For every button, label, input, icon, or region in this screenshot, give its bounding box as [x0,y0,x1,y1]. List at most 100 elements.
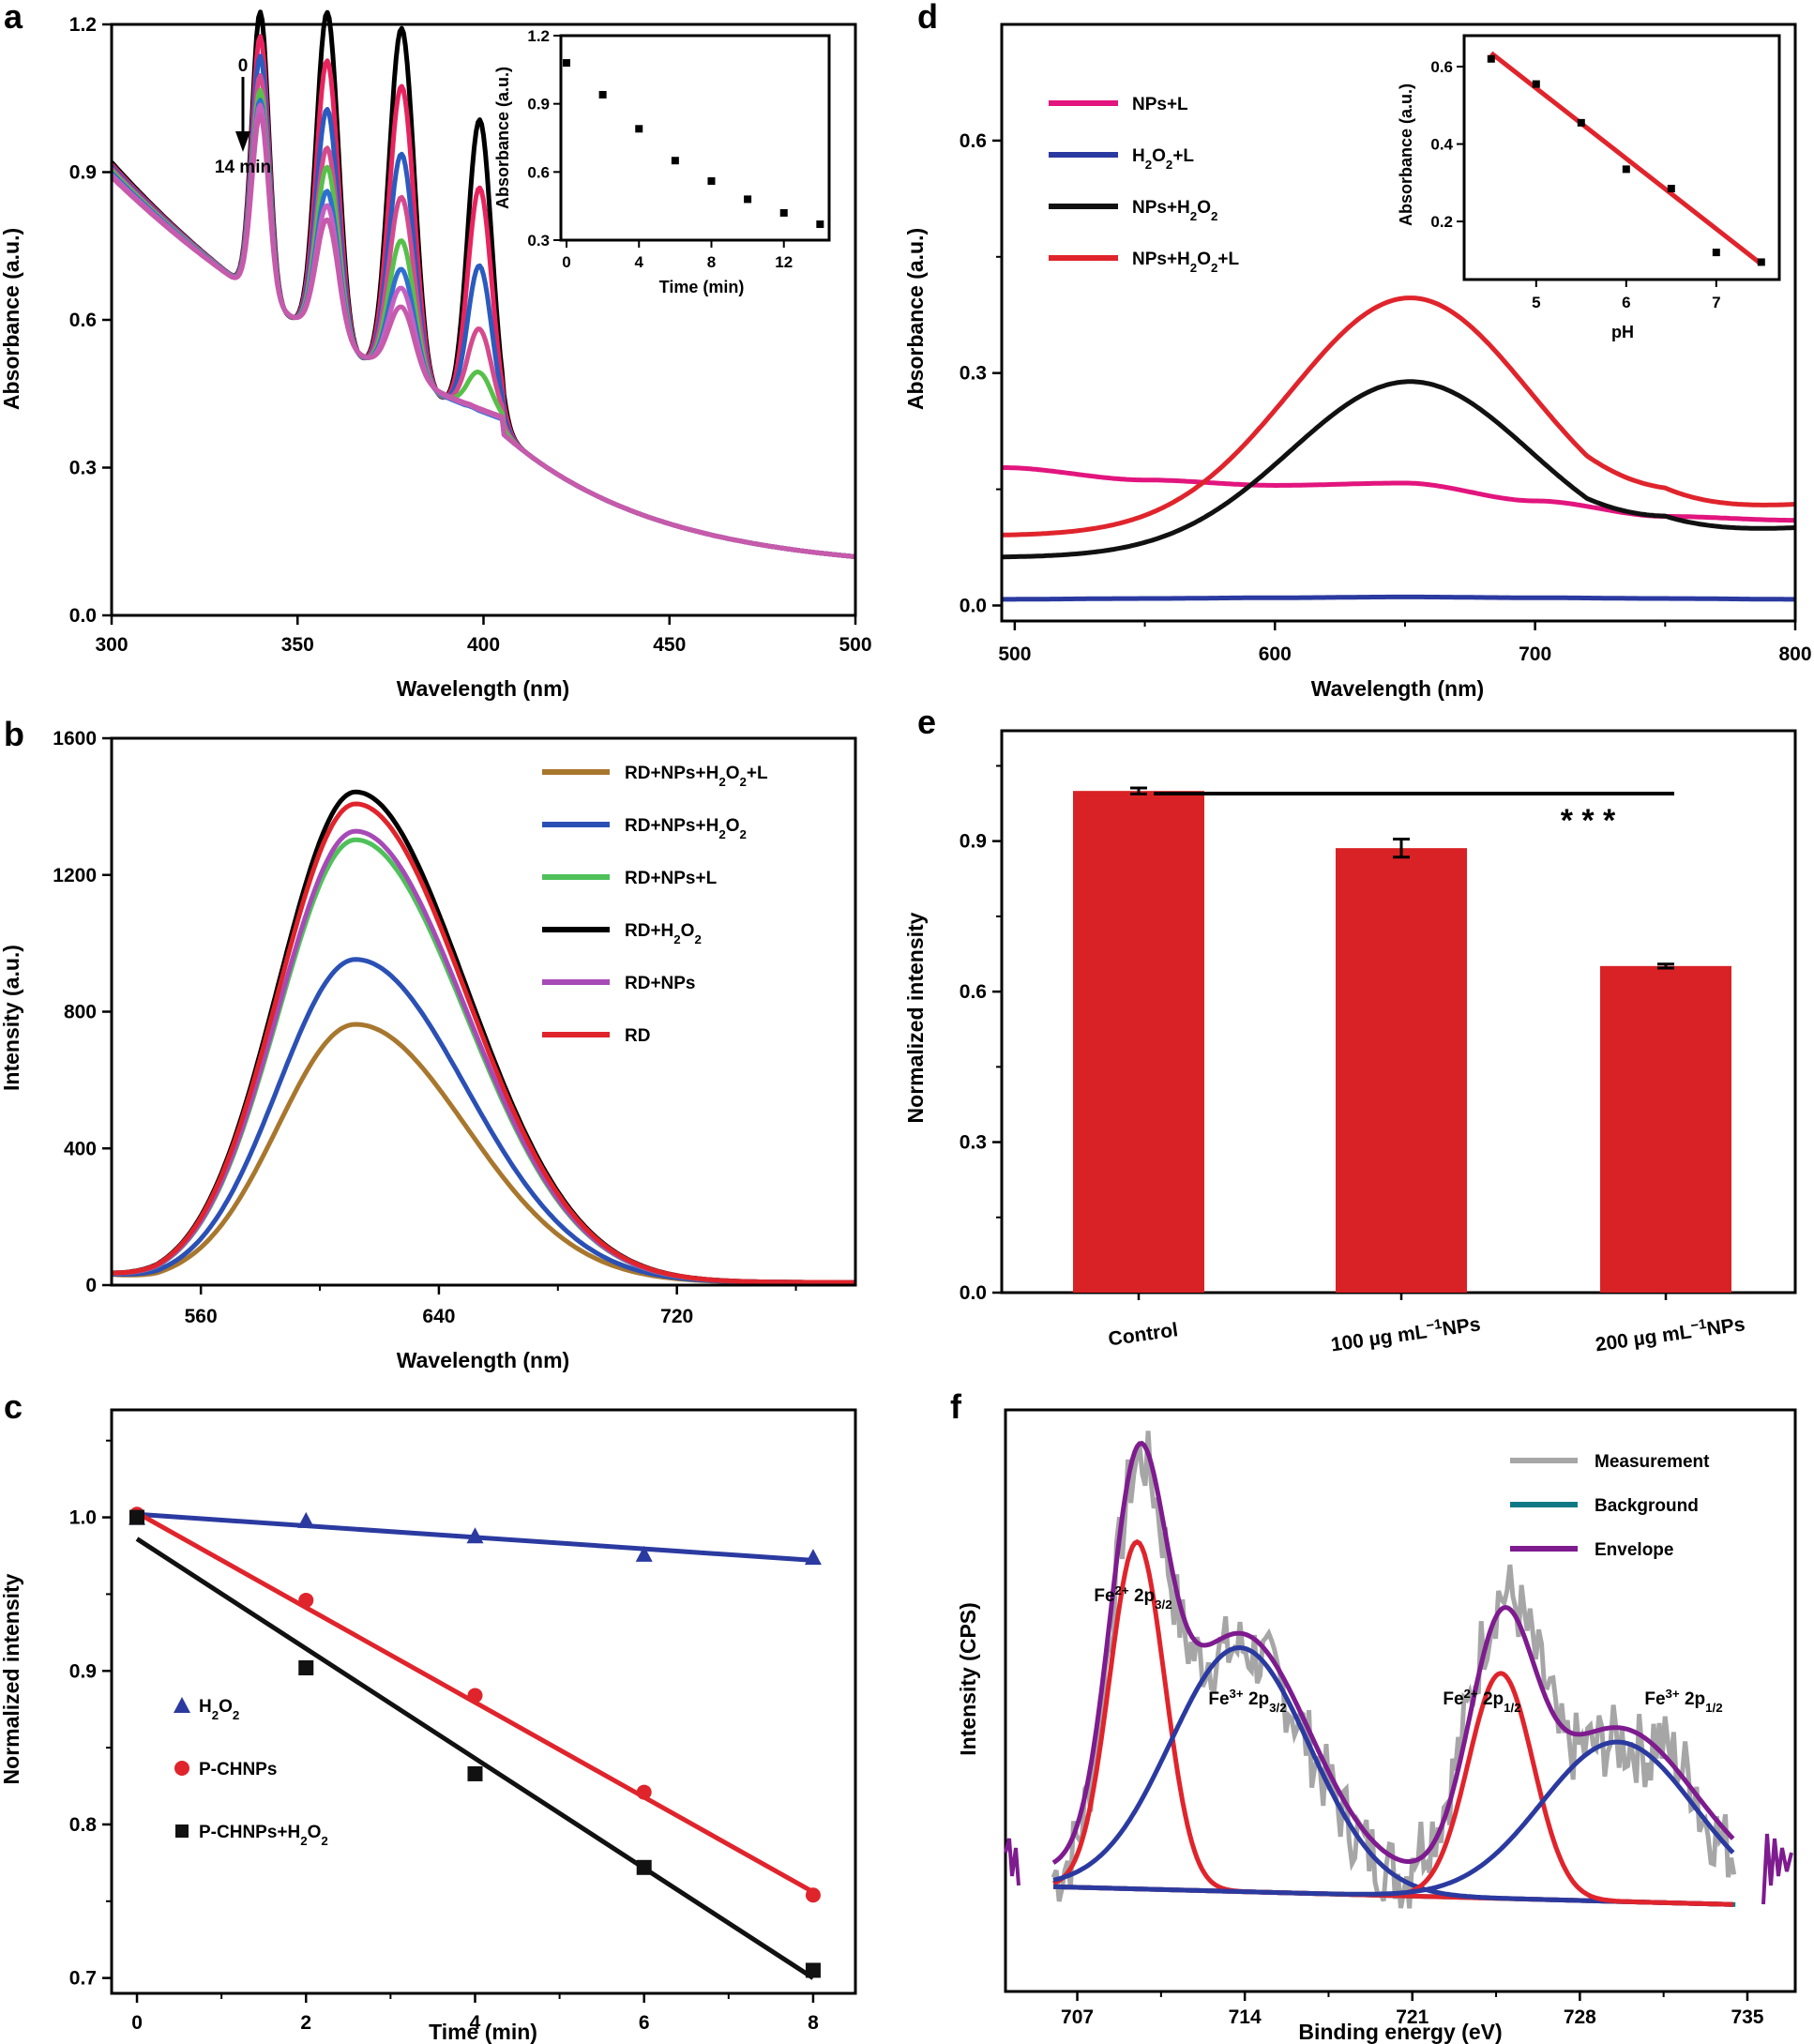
panel-d-ytick-label-1: 0.3 [960,363,987,385]
panel-c-legend: H2O2 P-CHNPs P-CHNPs+H2O2 [174,1697,328,1848]
panel-b-ytick-label-1: 400 [64,1138,97,1159]
panel-e-ylabel: Normalized intensity [903,912,928,1123]
panel-d-inset-fit [1489,51,1763,266]
panel-c-xlabel: Time (min) [429,2020,537,2044]
panel-e-category-label-1: 100 µg mL−1NPs [1329,1311,1482,1355]
panel-d-legend: NPs+L H2O2+L NPs+H2O2 NPs+H2O2+L [1049,95,1239,275]
panel-f-peak-label-3: Fe3+ 2p1/2 [1644,1687,1722,1715]
panel-a-inset-ytick-label-0: 0.3 [527,232,550,250]
panel-b-series-1 [111,957,855,1285]
panel-a-inset-xtick-label-0: 0 [562,253,570,271]
panel-f-legend-label-0: Measurement [1595,1452,1710,1472]
panel-f-xtick-label-0: 707 [1061,2006,1094,2028]
panel-c-fit-2 [135,1537,815,1980]
panel-c-point-2-1 [298,1659,314,1675]
panel-b-xtick-label-1: 640 [422,1306,455,1327]
panel-a-inset-point-2 [635,125,643,133]
panel-d-inset-ytick-label-1: 0.4 [1430,136,1453,154]
panel-d-xlabel: Wavelength (nm) [1311,676,1484,701]
panel-c-ytick-label-3: 1.0 [69,1507,97,1529]
panel-c-ytick-label-1: 0.8 [69,1814,98,1836]
panel-b-xtick-label-2: 720 [660,1306,693,1327]
panel-a-inset-frame [559,34,831,242]
panel-letter-b: b [4,715,24,753]
panel-c-xtick-label-2: 4 [470,2012,481,2034]
panel-b-legend-label-4: RD+NPs [625,974,696,993]
panel-c-ytick-label-2: 0.9 [69,1660,97,1682]
panel-b-series-5 [112,801,855,1285]
panel-d-legend-label-1: H2O2+L [1132,146,1194,172]
panel-c-point-1-3 [636,1784,652,1800]
panel-a-inset-ylabel: Absorbance (a.u.) [493,67,512,209]
panel-e-bar-1 [1336,848,1467,1293]
panel-e-category-label-2: 200 µg mL−1NPs [1594,1311,1746,1355]
panel-a-inset-ytick-label-2: 0.9 [527,96,550,114]
panel-b-legend-label-1: RD+NPs+H2O2 [625,816,747,841]
panel-d-series-2 [1002,379,1796,560]
panel-f-peak-labels: Fe2+ 2p3/2 Fe3+ 2p3/2 Fe2+ 2p1/2 Fe3+ 2p1/2 [1094,1583,1722,1715]
panel-b-chart: 560 640 720 0 400 800 1200 1600 Wavelength (nm)… [0,728,857,1372]
panel-f-chart: 707 714 721 728 735 Binding energy (eV) Inte… [956,1408,1797,2044]
panel-d-inset-point-3 [1622,165,1630,174]
panel-d-inset-xtick-label-0: 5 [1532,294,1540,311]
panel-b-legend: RD+NPs+H2O2+L RD+NPs+H2O2 RD+NPs+L RD+H2O2 R… [542,764,768,1046]
panel-a-inset-xtick-label-2: 8 [707,253,716,271]
panel-f-xtick-label-1: 714 [1229,2006,1262,2028]
panel-c-xtick-label-3: 6 [639,2012,650,2034]
panel-d-inset-point-5 [1712,249,1720,257]
panel-f-xtick-label-2: 721 [1396,2006,1429,2028]
panel-d-frame [1000,23,1797,623]
panel-f-edge-left [1004,1838,1020,1886]
panel-d-series-3 [1001,295,1796,537]
panel-d-series-1 [1002,594,1795,602]
panel-d-inset-xtick-label-2: 7 [1712,294,1720,311]
panel-c-point-2-4 [805,1962,821,1978]
panel-a-inset-point-5 [744,195,752,204]
panel-b-series-2 [112,837,855,1285]
panel-c-point-0-4 [804,1549,822,1566]
panel-e-chart: 0.0 0.3 0.6 0.9 Control 100 µg mL−1NPs 200 µg … [903,729,1797,1355]
panel-d-inset-point-1 [1532,80,1540,88]
panel-f-xlabel: Binding energy (eV) [1298,2020,1502,2044]
panel-e-ytick-label-0: 0.0 [960,1282,987,1304]
panel-c-point-0-2 [466,1527,484,1544]
panel-b-ytick-label-4: 1600 [53,728,97,749]
panel-a-ytick-label-0: 0.0 [69,605,97,627]
panel-a-series-7 [110,113,856,559]
panel-d-xtick-label-2: 700 [1519,643,1551,665]
panel-d-xtick-label-1: 600 [1259,643,1292,665]
panel-c-point-0-1 [297,1511,315,1528]
panel-d-inset-point-6 [1757,258,1765,266]
panel-c-legend-label-2: P-CHNPs+H2O2 [199,1823,328,1848]
arrow-end-label: 14 min [215,158,271,177]
panel-a-xtick-label-4: 500 [839,634,871,656]
panel-b-ytick-label-0: 0 [85,1275,97,1296]
panel-d-xtick-label-0: 500 [998,643,1031,665]
panel-b-legend-label-5: RD [625,1026,650,1046]
panel-c-point-1-4 [805,1887,821,1903]
panel-f-peak-label-0: Fe2+ 2p3/2 [1094,1583,1172,1612]
panel-f-xtick-label-3: 728 [1564,2006,1596,2028]
panel-c-point-0-3 [635,1545,653,1562]
panel-e-significance: * * * [1561,803,1616,839]
panel-d-ytick-label-2: 0.6 [960,130,987,152]
panel-a-xtick-label-3: 450 [653,634,686,656]
panel-e-bar-0 [1073,791,1204,1293]
panel-e-bar-2 [1600,965,1731,1293]
panel-a-inset-point-6 [779,208,788,217]
panel-a-xtick-label-0: 300 [95,634,128,656]
panel-e-ytick-label-3: 0.9 [960,831,987,853]
panel-c-frame [110,1408,857,1995]
panel-a-inset-point-1 [598,90,607,98]
panel-a-inset-point-0 [563,59,570,68]
panel-f-legend-label-2: Envelope [1595,1540,1673,1560]
panel-c-point-1-1 [298,1592,314,1608]
panel-d-legend-label-0: NPs+L [1132,95,1188,114]
panel-c-point-2-0 [129,1509,145,1525]
panel-a-xtick-label-2: 400 [467,634,500,656]
panel-f-legend: Measurement Background Envelope [1510,1452,1710,1560]
panel-b-legend-label-2: RD+NPs+L [625,869,718,888]
panel-d-inset-point-4 [1667,185,1675,193]
panel-d-inset-ytick-label-2: 0.6 [1430,58,1453,76]
